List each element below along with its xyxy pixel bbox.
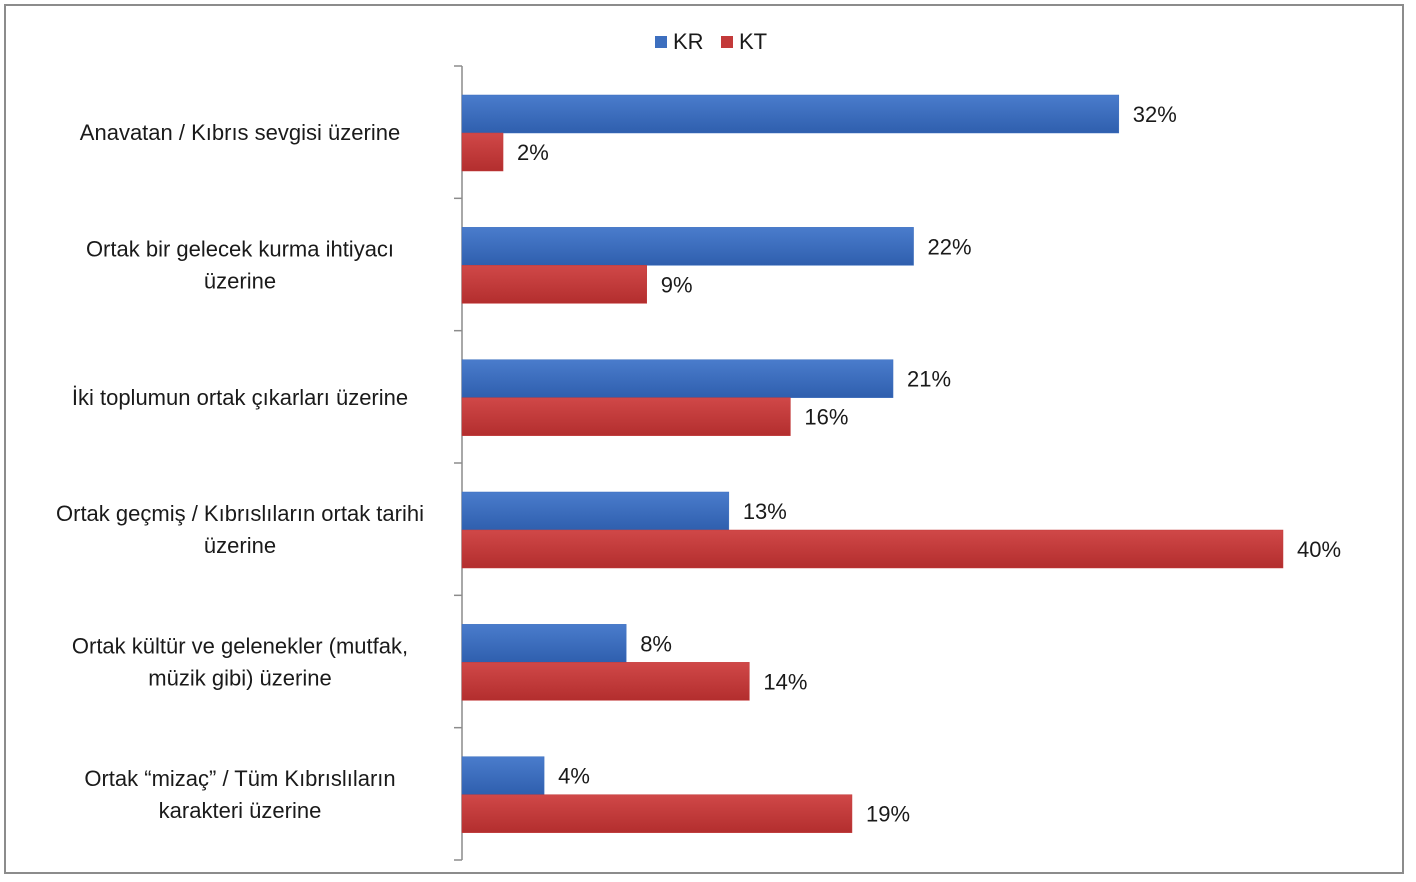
category-label: Ortak geçmiş / Kıbrıslıların ortak tarih… [56, 501, 424, 558]
legend-label-kr: KR [673, 29, 704, 54]
bar-kt [461, 265, 647, 304]
data-label: 13% [743, 499, 787, 524]
chart-frame [4, 4, 1404, 874]
bar-kr [461, 94, 1120, 134]
data-label: 22% [928, 234, 972, 259]
legend: KR KT [655, 29, 767, 54]
bar-kr [461, 359, 894, 398]
category-label: Ortak bir gelecek kurma ihtiyacı üzerine [86, 237, 394, 294]
bar-kr [461, 756, 545, 795]
category-label: Ortak kültür ve gelenekler (mutfak, müzik… [72, 634, 408, 691]
bar-kr [461, 624, 627, 663]
data-label: 16% [804, 405, 848, 430]
bar-kt [461, 529, 1284, 569]
data-label: 9% [661, 272, 693, 297]
legend-swatch-kt [721, 36, 733, 48]
data-label: 4% [558, 764, 590, 789]
labels-group: Anavatan / Kıbrıs sevgisi üzerine Ortak b… [56, 102, 1341, 827]
bar-kr [461, 491, 730, 531]
legend-label-kt: KT [739, 29, 767, 54]
data-label: 2% [517, 140, 549, 165]
data-label: 19% [866, 802, 910, 827]
bar-kt [461, 794, 853, 833]
bar-kt [461, 397, 791, 436]
data-label: 40% [1297, 537, 1341, 562]
bars-group [461, 94, 1284, 833]
data-label: 14% [763, 669, 807, 694]
data-label: 21% [907, 367, 951, 392]
data-label: 8% [640, 631, 672, 656]
bar-kt [461, 662, 750, 701]
category-label: Ortak “mizaç” / Tüm Kıbrıslıların karakte… [84, 766, 395, 823]
category-label: Anavatan / Kıbrıs sevgisi üzerine [80, 120, 400, 145]
category-label: İki toplumun ortak çıkarları üzerine [72, 385, 408, 410]
bar-kt [461, 132, 504, 172]
category-axis [454, 65, 463, 861]
legend-swatch-kr [655, 36, 667, 48]
data-label: 32% [1133, 102, 1177, 127]
bar-kr [461, 227, 914, 266]
